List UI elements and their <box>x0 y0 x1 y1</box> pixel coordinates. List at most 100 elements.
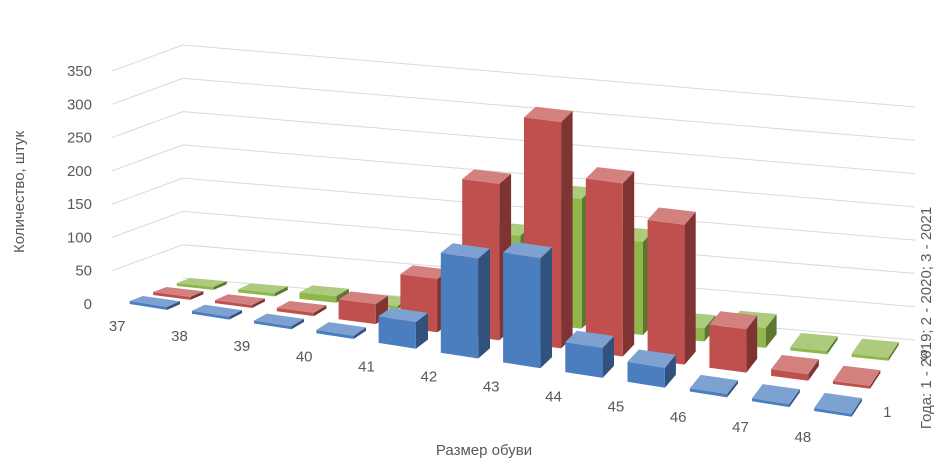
bar-side <box>415 312 428 349</box>
bar-top <box>299 285 349 297</box>
bar-1-46 <box>689 374 738 398</box>
bar-2-48 <box>832 365 881 389</box>
x-tick-label: 37 <box>109 318 126 335</box>
bar-1-47 <box>752 384 800 408</box>
bar-3-38 <box>238 283 288 297</box>
bar-2-37 <box>153 287 204 300</box>
side-gridline <box>111 77 184 105</box>
depth-tick-label: 1 <box>883 404 891 421</box>
bar-top <box>176 278 227 287</box>
bar-front <box>153 292 191 300</box>
bar-side <box>167 301 180 310</box>
bar-top <box>316 322 366 336</box>
bar-side <box>765 314 777 348</box>
y-tick-label: 300 <box>67 96 92 113</box>
bar-side <box>827 336 838 355</box>
bar-top <box>832 365 881 386</box>
bar-side <box>851 398 862 417</box>
bar-2-38 <box>215 294 265 308</box>
bar-2-39 <box>276 301 327 317</box>
bar-2-44 <box>585 167 635 357</box>
x-tick-label: 46 <box>670 409 687 426</box>
y-axis-title: Количество, штук <box>11 131 28 253</box>
bar-side <box>602 336 614 378</box>
y-tick-label: 250 <box>67 130 92 147</box>
bar-side <box>727 380 738 398</box>
bars <box>129 106 899 417</box>
bar-front <box>814 408 852 417</box>
x-tick-label: 40 <box>296 348 313 365</box>
bar-1-37 <box>129 296 180 310</box>
x-tick-label: 38 <box>171 328 188 345</box>
bar-front <box>440 252 479 359</box>
x-tick-label: 47 <box>732 419 749 436</box>
side-gridline <box>111 44 184 72</box>
bar-top <box>440 243 490 259</box>
bar-top <box>647 207 696 225</box>
bar-3-39 <box>299 285 349 303</box>
bar-side <box>252 298 265 308</box>
y-tick-label: 100 <box>67 229 92 246</box>
x-tick-label: 42 <box>420 368 437 385</box>
bar-front <box>752 398 790 408</box>
bar-front <box>647 219 685 365</box>
bar-top <box>709 311 758 330</box>
bar-2-47 <box>771 355 819 381</box>
side-gridline <box>111 111 184 139</box>
bar-top <box>771 355 819 375</box>
side-gridline <box>111 244 184 272</box>
bar-front <box>129 301 167 310</box>
bar-top <box>338 291 388 305</box>
bar-front <box>378 316 416 349</box>
bar-side <box>622 171 635 357</box>
bar-top <box>689 374 738 394</box>
bar-side <box>190 291 204 300</box>
bar-top <box>215 294 265 305</box>
bar-top <box>378 307 428 323</box>
bar-top <box>627 349 676 368</box>
bar-side <box>540 247 552 369</box>
bar-top <box>565 330 614 348</box>
bar-1-45 <box>627 349 676 388</box>
bar-side <box>313 305 327 317</box>
bar-front <box>771 369 809 381</box>
bar-1-44 <box>565 330 614 378</box>
bar-top <box>276 301 327 313</box>
bar-top <box>503 242 552 259</box>
y-tick-label: 150 <box>67 196 92 213</box>
bar-front <box>299 292 337 303</box>
bar-side <box>888 342 899 361</box>
bar-2-46 <box>709 311 758 373</box>
bar-front <box>176 283 214 290</box>
bar-front <box>276 307 314 317</box>
x-tick-label: 48 <box>794 429 811 446</box>
bar-top <box>752 384 800 405</box>
bar-top <box>462 169 512 184</box>
bar-3-48 <box>851 338 899 361</box>
bar-side <box>684 211 696 365</box>
bar-3-47 <box>790 333 838 355</box>
bar-side <box>229 310 242 320</box>
bar-front <box>191 310 230 320</box>
bar-front <box>215 300 253 308</box>
bar-front <box>585 178 623 357</box>
bar-side <box>353 327 366 339</box>
bar-side <box>789 389 800 408</box>
bar-1-42 <box>440 243 490 359</box>
side-gridline <box>111 177 184 205</box>
bar-front <box>709 324 747 373</box>
bar-side <box>870 370 881 389</box>
bar-front <box>565 342 603 378</box>
back-gridline <box>182 44 916 108</box>
y-tick-label: 50 <box>75 263 92 280</box>
bar-top <box>790 333 838 351</box>
tick-labels: 0 50 100 150 200 250 300 350 37 38 39 40 41 42 43 44 45 4… <box>67 63 928 446</box>
bar-top <box>153 287 204 297</box>
bar-top <box>254 313 304 327</box>
bar-front <box>316 329 354 339</box>
bar-front <box>238 289 275 297</box>
bar-side <box>808 359 819 381</box>
y-tick-label: 0 <box>84 296 92 313</box>
